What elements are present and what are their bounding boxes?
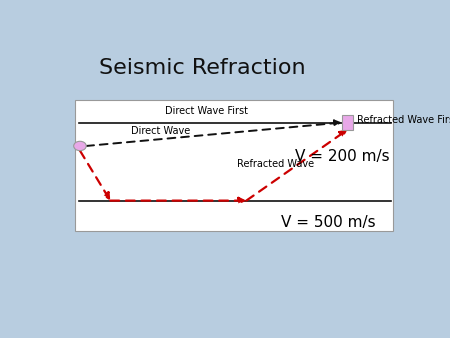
- Text: Refracted Wave First: Refracted Wave First: [356, 115, 450, 125]
- Text: Direct Wave: Direct Wave: [131, 125, 190, 136]
- Text: V = 200 m/s: V = 200 m/s: [295, 149, 390, 164]
- Text: Refracted Wave: Refracted Wave: [238, 159, 315, 169]
- Text: Direct Wave First: Direct Wave First: [165, 106, 248, 116]
- Bar: [342, 115, 353, 130]
- Text: Seismic Refraction: Seismic Refraction: [99, 58, 306, 78]
- Circle shape: [74, 141, 86, 151]
- Text: V = 500 m/s: V = 500 m/s: [281, 215, 376, 230]
- FancyBboxPatch shape: [76, 100, 393, 231]
